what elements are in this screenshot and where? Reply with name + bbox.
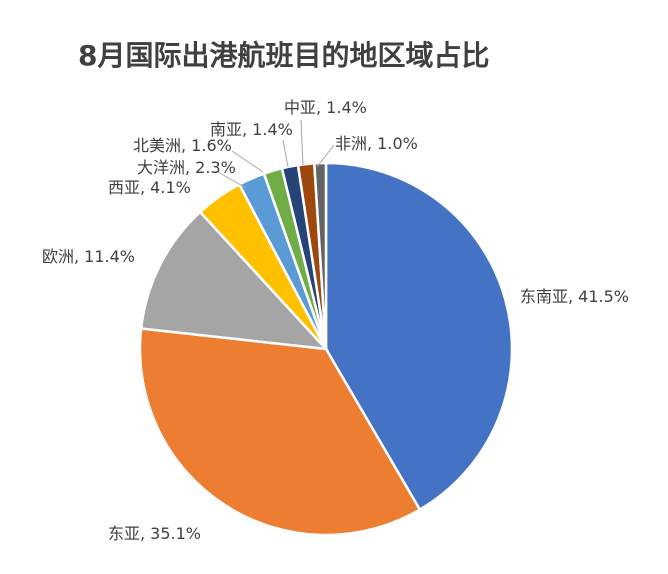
slice-label-3: 欧洲, 11.4% (42, 247, 135, 266)
pie-slice-1 (324, 161, 514, 512)
leader-line-5 (217, 171, 247, 189)
pie-slice-3 (139, 210, 330, 351)
leader-line-9 (316, 144, 335, 168)
pie-slice-2 (138, 327, 422, 537)
slice-label-8: 中亚, 1.4% (284, 98, 367, 117)
leader-line-6 (231, 150, 264, 173)
chart-title: 8月国际出港航班目的地区域占比 (78, 39, 490, 72)
slice-label-7: 南亚, 1.4% (210, 120, 293, 139)
slice-label-2: 东亚, 35.1% (108, 524, 201, 543)
leader-line-7 (282, 139, 289, 168)
leader-line-8 (300, 119, 304, 166)
slice-label-6: 北美洲, 1.6% (133, 136, 232, 155)
slice-label-4: 西亚, 4.1% (108, 178, 191, 197)
slice-label-5: 大洋洲, 2.3% (137, 158, 236, 177)
slice-label-1: 东南亚, 41.5% (520, 287, 629, 306)
slice-label-9: 非洲, 1.0% (335, 134, 418, 153)
